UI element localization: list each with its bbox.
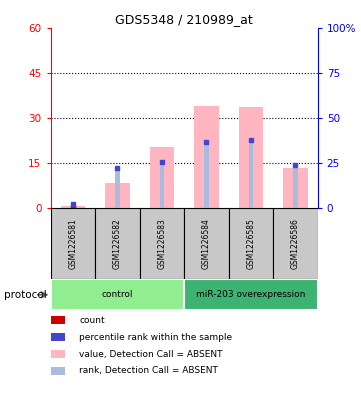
Text: miR-203 overexpression: miR-203 overexpression	[196, 290, 305, 299]
Bar	[283, 167, 308, 208]
Bar	[204, 142, 209, 208]
Bar	[71, 204, 75, 208]
Bar	[149, 147, 174, 208]
Text: protocol: protocol	[4, 290, 46, 300]
Bar	[51, 279, 184, 310]
Text: GSM1226584: GSM1226584	[202, 218, 211, 269]
Title: GDS5348 / 210989_at: GDS5348 / 210989_at	[115, 13, 253, 26]
Bar	[229, 208, 273, 279]
Text: GSM1226583: GSM1226583	[157, 218, 166, 269]
Text: count: count	[79, 316, 105, 325]
Bar	[160, 162, 164, 208]
Text: control: control	[101, 290, 133, 299]
Bar	[105, 183, 130, 208]
Bar	[239, 107, 263, 208]
Text: value, Detection Call = ABSENT: value, Detection Call = ABSENT	[79, 350, 223, 358]
Bar	[194, 106, 219, 208]
Bar	[95, 208, 140, 279]
Text: GSM1226582: GSM1226582	[113, 218, 122, 269]
Bar	[115, 167, 119, 208]
Bar	[184, 208, 229, 279]
Text: rank, Detection Call = ABSENT: rank, Detection Call = ABSENT	[79, 367, 218, 375]
Text: GSM1226581: GSM1226581	[68, 218, 77, 269]
Text: percentile rank within the sample: percentile rank within the sample	[79, 333, 232, 342]
Bar	[273, 208, 318, 279]
Text: GSM1226585: GSM1226585	[247, 218, 255, 269]
Bar	[184, 279, 318, 310]
Bar	[51, 208, 95, 279]
Bar	[140, 208, 184, 279]
Bar	[293, 165, 297, 208]
Text: GSM1226586: GSM1226586	[291, 218, 300, 269]
Bar	[61, 206, 85, 208]
Bar	[249, 140, 253, 208]
